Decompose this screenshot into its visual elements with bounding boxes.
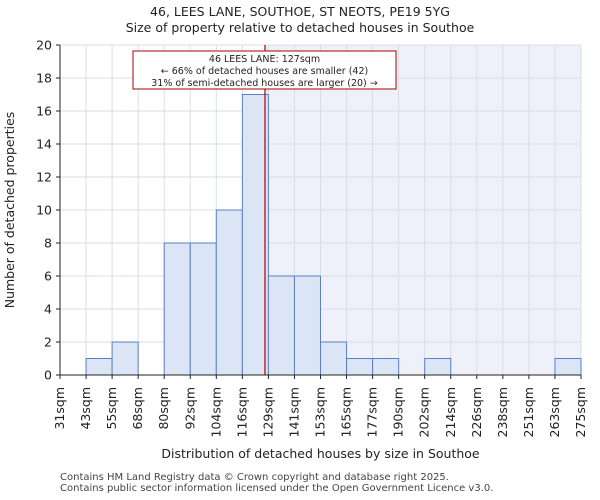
x-tick-label: 80sqm: [156, 387, 171, 430]
x-tick-label: 263sqm: [547, 387, 562, 437]
y-axis-label: Number of detached properties: [2, 112, 17, 309]
x-tick-label: 55sqm: [104, 387, 119, 430]
histogram-bar: [267, 275, 295, 376]
histogram-bar: [372, 358, 400, 376]
annotation-line-2: ← 66% of detached houses are smaller (42…: [161, 66, 368, 77]
x-tick-label: 275sqm: [573, 387, 588, 437]
histogram-bar: [554, 358, 582, 376]
histogram-bar: [111, 341, 139, 376]
histogram-bar: [163, 242, 191, 376]
histogram-bar: [320, 341, 348, 376]
histogram-bar: [215, 209, 243, 376]
annotation-line-1: 46 LEES LANE: 127sqm: [209, 54, 320, 65]
x-axis-label: Distribution of detached houses by size …: [161, 446, 480, 461]
x-tick-label: 141sqm: [286, 387, 301, 437]
y-tick-label: 16: [36, 104, 52, 119]
chart-title: 46, LEES LANE, SOUTHOE, ST NEOTS, PE19 5…: [0, 4, 600, 36]
histogram-bar: [293, 275, 322, 376]
x-tick-label: 68sqm: [130, 387, 145, 430]
y-tick-label: 14: [36, 137, 52, 152]
title-line-2: Size of property relative to detached ho…: [125, 20, 475, 35]
y-tick-label: 18: [36, 71, 52, 86]
footer-line-2: Contains public sector information licen…: [60, 483, 494, 494]
histogram-bar: [85, 358, 113, 376]
y-tick-label: 0: [44, 368, 52, 383]
x-tick-label: 251sqm: [521, 387, 536, 437]
x-tick-label: 238sqm: [495, 387, 510, 437]
x-tick-label: 165sqm: [339, 387, 354, 437]
x-tick-label: 92sqm: [182, 387, 197, 430]
histogram-bar: [241, 94, 269, 376]
y-tick-label: 10: [36, 203, 52, 218]
x-tick-label: 104sqm: [208, 387, 223, 437]
y-tick-label: 6: [44, 269, 52, 284]
y-tick-label: 20: [36, 38, 52, 53]
title-line-1: 46, LEES LANE, SOUTHOE, ST NEOTS, PE19 5…: [150, 4, 450, 19]
attribution-footer: Contains HM Land Registry data © Crown c…: [60, 472, 493, 494]
x-tick-label: 214sqm: [443, 387, 458, 437]
x-tick-label: 116sqm: [234, 387, 249, 437]
y-tick-label: 4: [44, 302, 52, 317]
y-tick-label: 12: [36, 170, 52, 185]
x-tick-label: 177sqm: [365, 387, 380, 437]
histogram-bar: [346, 358, 374, 376]
annotation-line-3: 31% of semi-detached houses are larger (…: [151, 78, 378, 89]
histogram-bar: [189, 242, 217, 376]
x-tick-label: 153sqm: [313, 387, 328, 437]
x-tick-label: 31sqm: [52, 387, 67, 430]
x-tick-label: 129sqm: [260, 387, 275, 437]
x-tick-label: 202sqm: [417, 387, 432, 437]
x-tick-label: 190sqm: [391, 387, 406, 437]
x-tick-label: 43sqm: [78, 387, 93, 430]
y-tick-label: 8: [44, 236, 52, 251]
x-tick-label: 226sqm: [469, 387, 484, 437]
histogram-bar: [424, 358, 452, 376]
footer-line-1: Contains HM Land Registry data © Crown c…: [60, 472, 449, 483]
y-tick-label: 2: [44, 335, 52, 350]
annotation-box: [132, 50, 397, 90]
